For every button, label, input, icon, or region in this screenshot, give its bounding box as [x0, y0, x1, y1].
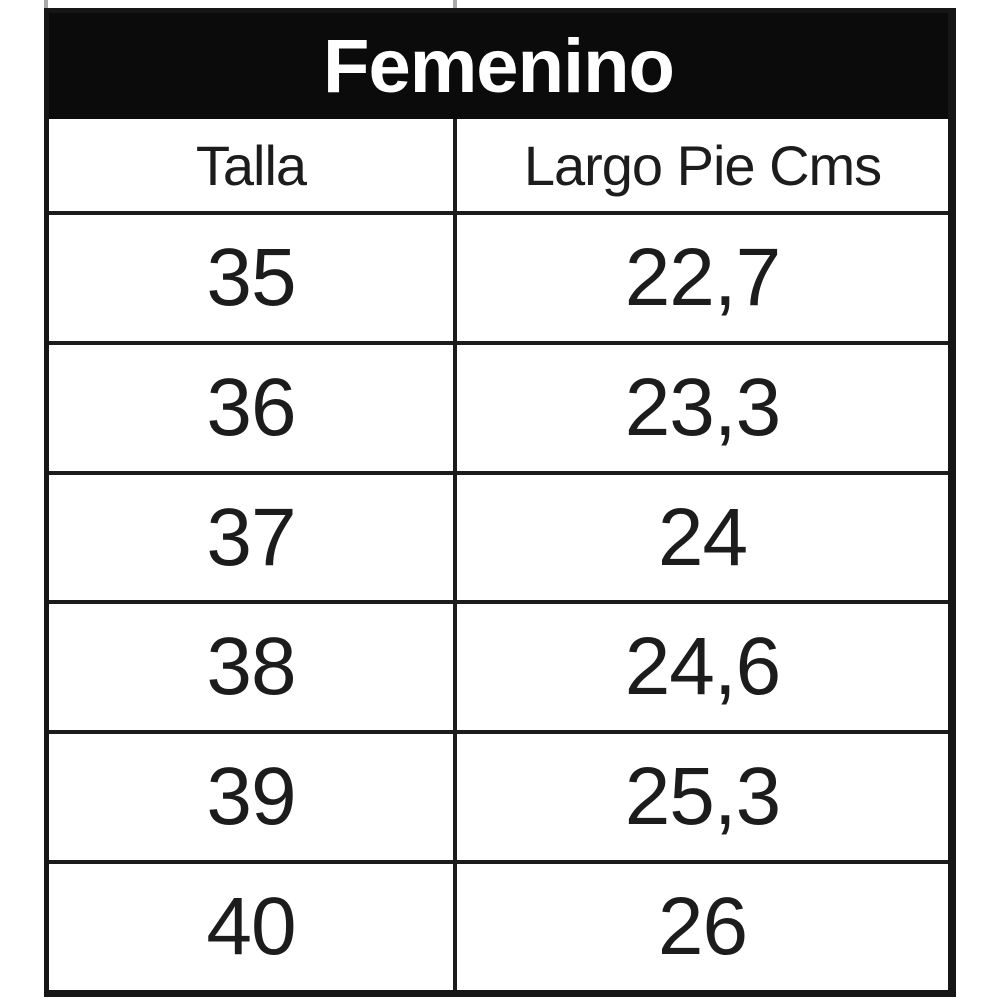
- largo-pie-value: 24,6: [624, 621, 782, 713]
- table-row: 35 22,7: [49, 211, 948, 341]
- crop-artifact-tick-divider: [453, 0, 457, 9]
- talla-value: 39: [49, 734, 457, 861]
- largo-pie-value: 23,3: [624, 361, 782, 453]
- talla-value: 37: [49, 474, 457, 601]
- table-row: 37 24: [49, 470, 948, 601]
- table-row: 36 23,3: [49, 340, 948, 471]
- largo-pie-value: 24: [657, 491, 748, 583]
- largo-pie-value: 25,3: [624, 751, 782, 843]
- table-title-bar: Femenino: [49, 13, 948, 119]
- table-title: Femenino: [323, 23, 675, 109]
- talla-value: 38: [49, 604, 457, 731]
- talla-value: 40: [49, 864, 457, 990]
- crop-artifact-tick-left: [44, 0, 48, 9]
- size-chart-table: Femenino Talla Largo Pie Cms 35 22,7 36 …: [44, 8, 956, 997]
- column-header-talla: Talla: [49, 119, 457, 211]
- largo-pie-value: 26: [657, 881, 748, 973]
- table-row: 38 24,6: [49, 600, 948, 731]
- table-header-row: Talla Largo Pie Cms: [49, 119, 948, 211]
- table-row: 40 26: [49, 860, 948, 990]
- largo-pie-value: 22,7: [624, 231, 782, 323]
- column-header-largo-pie-cms: Largo Pie Cms: [523, 133, 882, 197]
- talla-value: 35: [49, 215, 457, 341]
- table-row: 39 25,3: [49, 730, 948, 861]
- talla-value: 36: [49, 344, 457, 471]
